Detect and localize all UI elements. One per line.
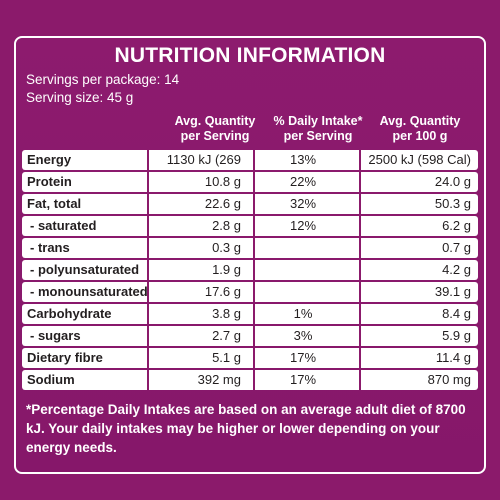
column-header-line: % Daily Intake* <box>273 114 363 128</box>
cell-per-serving: 2.8 g <box>212 218 241 233</box>
cell-per-100g: 8.4 g <box>442 306 471 321</box>
table-row-trans: - trans 0.3 g 0.7 g <box>22 238 478 258</box>
column-header-line: per 100 g <box>392 129 448 143</box>
table-row-saturated: - saturated 2.8 g 12% 6.2 g <box>22 216 478 236</box>
row-label: Energy <box>27 152 72 167</box>
serving-size: Serving size: 45 g <box>26 90 134 105</box>
table-row-protein: Protein 10.8 g 22% 24.0 g <box>22 172 478 192</box>
row-label: Protein <box>27 174 72 189</box>
column-header-line: per Serving <box>283 129 353 143</box>
daily-intake-footnote: *Percentage Daily Intakes are based on a… <box>26 402 466 455</box>
table-row-carbohydrate: Carbohydrate 3.8 g 1% 8.4 g <box>22 304 478 324</box>
nutrition-table: Energy 1130 kJ (269 Cal) 13% 2500 kJ (59… <box>22 150 478 392</box>
cell-per-100g: 2500 kJ (598 Cal) <box>368 152 471 167</box>
table-row-sodium: Sodium 392 mg 17% 870 mg <box>22 370 478 390</box>
cell-per-100g: 11.4 g <box>435 350 471 365</box>
table-row-energy: Energy 1130 kJ (269 Cal) 13% 2500 kJ (59… <box>22 150 478 187</box>
row-label: Carbohydrate <box>27 306 112 321</box>
cell-per-100g: 0.7 g <box>442 240 471 255</box>
cell-daily-intake: 13% <box>289 152 317 167</box>
cell-per-100g: 6.2 g <box>442 218 471 233</box>
cell-daily-intake: 17% <box>289 372 317 387</box>
cell-per-serving: 3.8 g <box>212 306 241 321</box>
row-label: Sodium <box>27 372 75 387</box>
column-header-daily-intake: % Daily Intake* per Serving <box>258 114 378 144</box>
column-header-per-100g: Avg. Quantity per 100 g <box>360 114 480 144</box>
table-row-monounsaturated: - monounsaturated 17.6 g 39.1 g <box>22 282 478 302</box>
table-row-sugars: - sugars 2.7 g 3% 5.9 g <box>22 326 478 346</box>
table-row-polyunsaturated: - polyunsaturated 1.9 g 4.2 g <box>22 260 478 280</box>
cell-daily-intake: 1% <box>293 306 313 321</box>
column-header-line: Avg. Quantity <box>174 114 256 128</box>
cell-per-100g: 870 mg <box>427 372 471 387</box>
nutrition-title: NUTRITION INFORMATION <box>114 44 386 67</box>
column-header-line: per Serving <box>180 129 250 143</box>
row-label: - trans <box>30 240 70 255</box>
table-row-dietary-fibre: Dietary fibre 5.1 g 17% 11.4 g <box>22 348 478 368</box>
cell-daily-intake: 17% <box>289 350 317 365</box>
cell-per-serving: 5.1 g <box>212 350 241 365</box>
cell-per-serving: 2.7 g <box>212 328 241 343</box>
cell-per-100g: 50.3 g <box>434 196 471 211</box>
cell-per-100g: 4.2 g <box>442 262 471 277</box>
row-label: - sugars <box>30 328 81 343</box>
cell-per-serving: 10.8 g <box>204 174 241 189</box>
cell-per-serving: 22.6 g <box>204 196 241 211</box>
row-label: - monounsaturated <box>30 284 148 299</box>
cell-per-100g: 39.1 g <box>434 284 471 299</box>
cell-daily-intake: 3% <box>293 328 313 343</box>
cell-per-100g: 24.0 g <box>434 174 471 189</box>
cell-per-100g: 5.9 g <box>442 328 471 343</box>
cell-per-serving: 0.3 g <box>212 240 241 255</box>
cell-per-serving: 1.9 g <box>212 262 241 277</box>
row-label: - polyunsaturated <box>30 262 140 277</box>
table-row-fat-total: Fat, total 22.6 g 32% 50.3 g <box>22 194 478 214</box>
cell-daily-intake: 12% <box>289 218 317 233</box>
column-header-per-serving: Avg. Quantity per Serving <box>155 114 275 144</box>
column-header-line: Avg. Quantity <box>379 114 461 128</box>
servings-per-package: Servings per package: 14 <box>26 72 180 87</box>
cell-daily-intake: 22% <box>289 174 317 189</box>
row-label: - saturated <box>30 218 97 233</box>
cell-per-serving: 17.6 g <box>204 284 241 299</box>
cell-daily-intake: 32% <box>289 196 317 211</box>
row-label: Dietary fibre <box>27 350 103 365</box>
row-label: Fat, total <box>27 196 82 211</box>
cell-per-serving: 392 mg <box>197 372 241 387</box>
